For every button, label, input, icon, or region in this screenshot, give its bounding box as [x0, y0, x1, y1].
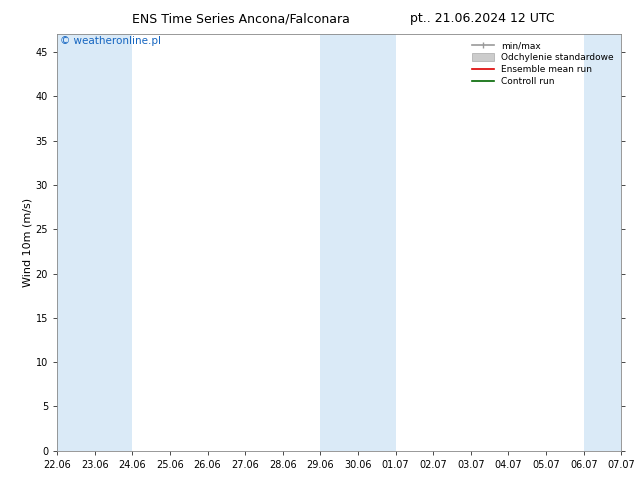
- Bar: [57, 34, 94, 451]
- Bar: [94, 34, 133, 451]
- Text: © weatheronline.pl: © weatheronline.pl: [60, 36, 161, 47]
- Text: pt.. 21.06.2024 12 UTC: pt.. 21.06.2024 12 UTC: [410, 12, 554, 25]
- Text: ENS Time Series Ancona/Falconara: ENS Time Series Ancona/Falconara: [132, 12, 350, 25]
- Bar: [320, 34, 358, 451]
- Bar: [584, 34, 621, 451]
- Y-axis label: Wind 10m (m/s): Wind 10m (m/s): [23, 198, 33, 287]
- Legend: min/max, Odchylenie standardowe, Ensemble mean run, Controll run: min/max, Odchylenie standardowe, Ensembl…: [469, 39, 617, 89]
- Bar: [358, 34, 396, 451]
